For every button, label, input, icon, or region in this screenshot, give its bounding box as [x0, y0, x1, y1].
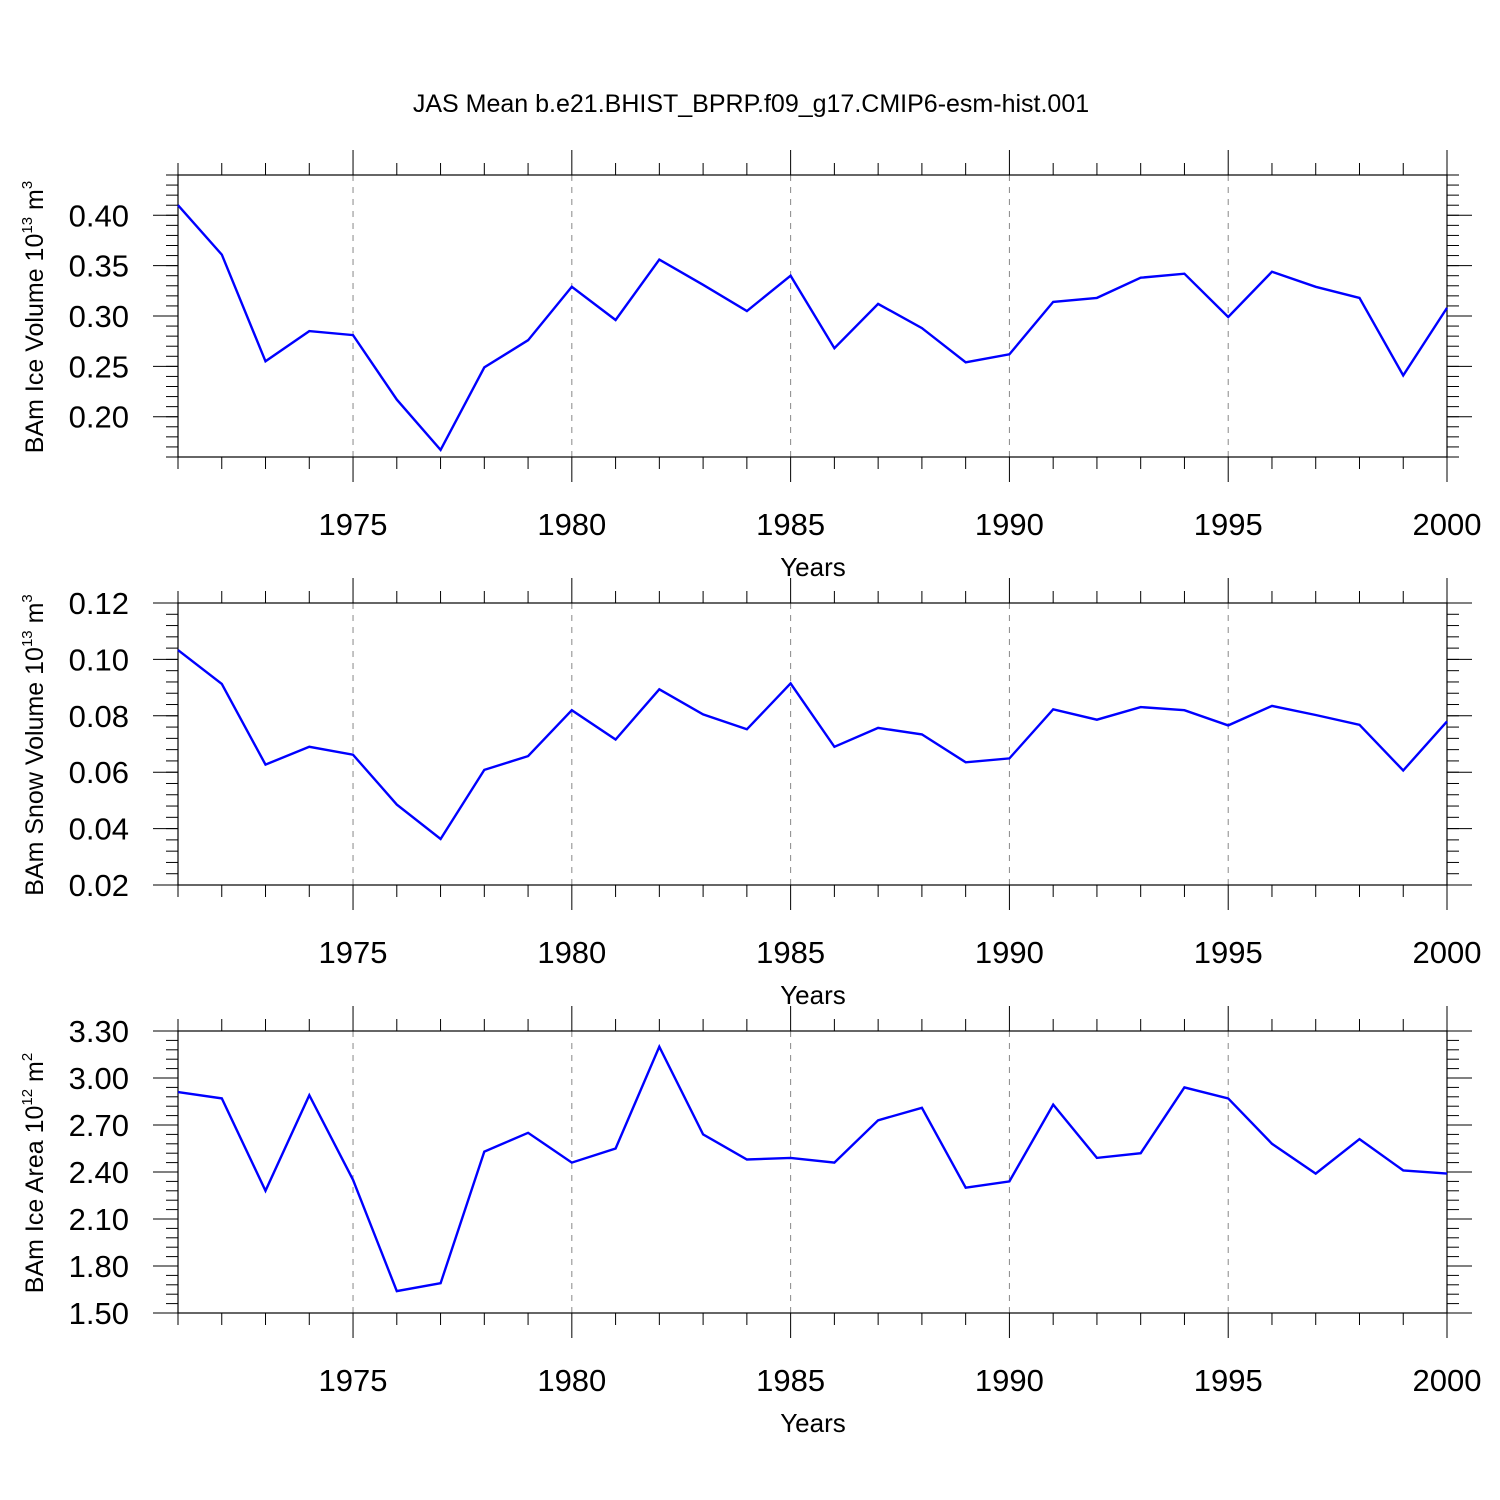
y-tick-label: 0.06: [69, 755, 129, 790]
y-tick-label: 0.25: [69, 349, 129, 384]
x-tick-label: 1990: [975, 507, 1044, 542]
figure-title: JAS Mean b.e21.BHIST_BPRP.f09_g17.CMIP6-…: [413, 90, 1089, 118]
x-tick-label: 2000: [1413, 507, 1482, 542]
x-tick-label: 1995: [1194, 507, 1263, 542]
chart-panel-1: 0.20 0.25 0.30 0.35 0.40 1975 1980 1985 1990 1995…: [19, 150, 1481, 582]
chart-panel-2: 0.02 0.04 0.06 0.08 0.10 0.12 1975 1980 1985 1990…: [19, 578, 1481, 1010]
x-tick-label: 2000: [1413, 935, 1482, 970]
y-tick-label: 2.10: [69, 1202, 129, 1237]
x-tick-label: 1980: [537, 507, 606, 542]
panels: 0.20 0.25 0.30 0.35 0.40 1975 1980 1985 1990 1995…: [19, 150, 1481, 1438]
x-axis-title: Years: [780, 1408, 846, 1438]
series-line: [177, 1043, 1448, 1293]
y-tick-label: 1.50: [69, 1296, 129, 1331]
x-axis-title: Years: [780, 980, 846, 1010]
x-tick-label: 1975: [319, 507, 388, 542]
x-tick-label: 1990: [975, 935, 1044, 970]
y-tick-label: 0.02: [69, 868, 129, 903]
y-tick-label: 0.40: [69, 198, 129, 233]
x-tick-label: 1980: [537, 1363, 606, 1398]
y-tick-label: 0.35: [69, 249, 129, 284]
x-tick-label: 1995: [1194, 935, 1263, 970]
x-tick-label: 1985: [756, 935, 825, 970]
y-tick-label: 1.80: [69, 1249, 129, 1284]
x-tick-label: 2000: [1413, 1363, 1482, 1398]
y-tick-label: 2.40: [69, 1155, 129, 1190]
y-tick-label: 3.30: [69, 1014, 129, 1049]
y-tick-label: 2.70: [69, 1108, 129, 1143]
chart-panel-3: 1.50 1.80 2.10 2.40 2.70 3.00 3.30 1975 1980 1985…: [19, 1006, 1481, 1438]
x-tick-label: 1985: [756, 507, 825, 542]
y-tick-label: 0.12: [69, 586, 129, 621]
y-tick-label: 0.20: [69, 400, 129, 435]
y-tick-label: 0.04: [69, 812, 129, 847]
plot-frame: [177, 174, 1448, 458]
y-axis-title: BAm Snow Volume 1013 m3: [19, 594, 49, 896]
y-tick-label: 0.30: [69, 299, 129, 334]
y-axis-title: BAm Ice Area 1012 m2: [19, 1053, 49, 1293]
x-tick-label: 1975: [319, 1363, 388, 1398]
x-tick-label: 1990: [975, 1363, 1044, 1398]
x-tick-label: 1980: [537, 935, 606, 970]
series-line: [177, 204, 1449, 453]
y-tick-label: 0.08: [69, 699, 129, 734]
plot-frame: [177, 1030, 1448, 1314]
x-tick-label: 1995: [1194, 1363, 1263, 1398]
x-tick-label: 1975: [319, 935, 388, 970]
y-tick-label: 3.00: [69, 1061, 129, 1096]
series-line: [177, 649, 1448, 841]
y-axis-title: BAm Ice Volume 1013 m3: [19, 181, 49, 453]
y-tick-label: 0.10: [69, 642, 129, 677]
x-tick-label: 1985: [756, 1363, 825, 1398]
plot-frame: [177, 602, 1448, 886]
x-axis-title: Years: [780, 552, 846, 582]
